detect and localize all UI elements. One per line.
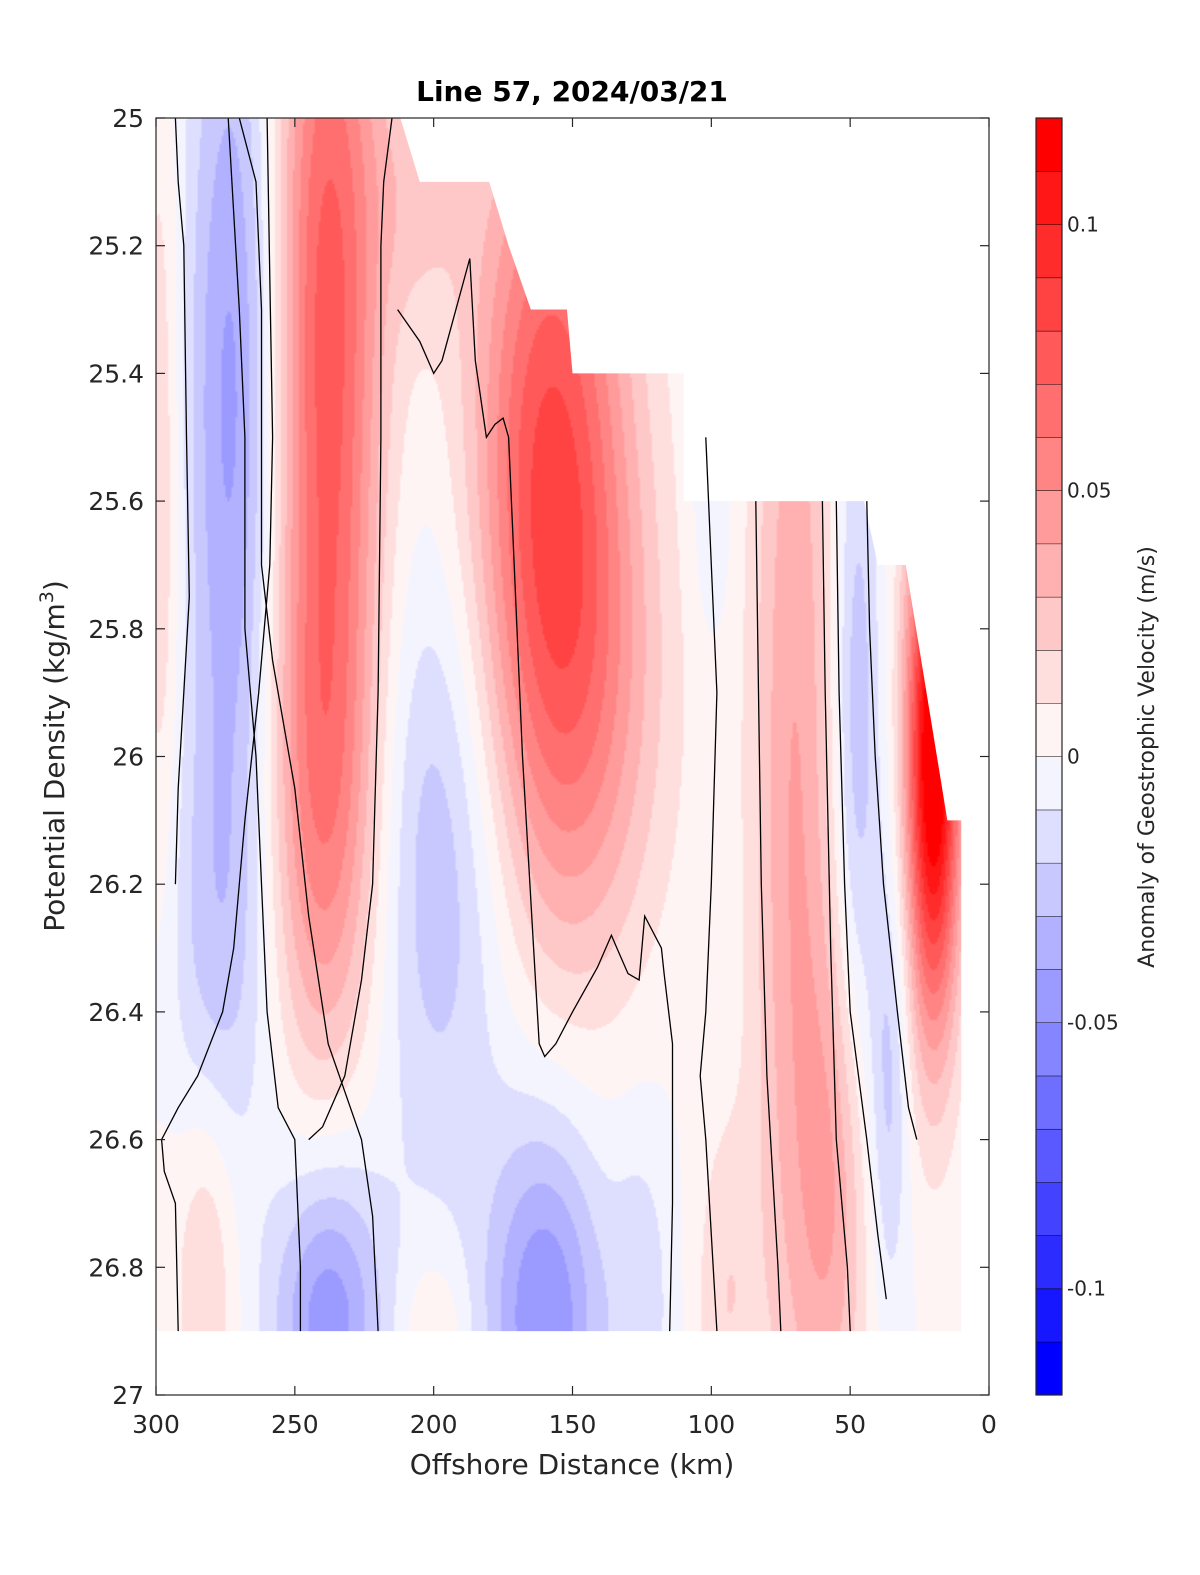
- colorbar-bin: [1036, 1075, 1062, 1129]
- contour-lines: [160, 118, 918, 1332]
- y-tick-label: 26.4: [88, 998, 144, 1027]
- y-tick-label: 26.6: [88, 1126, 144, 1155]
- colorbar-tick-label: 0.1: [1067, 212, 1099, 236]
- colorbar-bin: [1036, 1128, 1062, 1183]
- y-tick-label: 25.8: [88, 615, 144, 644]
- colorbar-bin: [1036, 171, 1062, 225]
- zero-contour-2: [397, 258, 674, 1332]
- colorbar-bin: [1036, 1341, 1062, 1395]
- y-tick-label: 26.2: [88, 870, 144, 899]
- colorbar-tick-label: -0.1: [1067, 1277, 1106, 1301]
- colorbar-bin: [1036, 1182, 1062, 1236]
- contour-line-5: [866, 501, 918, 1140]
- zero-contour-0: [174, 118, 190, 885]
- zero-contour-3: [227, 118, 302, 1332]
- y-axis-label-superscript: 3: [36, 591, 58, 603]
- y-tick-label: 26: [112, 743, 144, 772]
- x-tick-label: 0: [981, 1410, 997, 1439]
- colorbar-bin: [1036, 1022, 1062, 1076]
- colorbar-bin: [1036, 384, 1062, 438]
- x-tick-label: 50: [834, 1410, 866, 1439]
- colorbar-bin: [1036, 224, 1062, 278]
- colorbar-bin: [1036, 703, 1062, 757]
- x-axis: 300 250 200 150 100 50 0: [132, 118, 997, 1439]
- zero-contour-4: [238, 118, 379, 1332]
- colorbar-bin: [1036, 118, 1062, 172]
- colorbar-bin: [1036, 1235, 1062, 1289]
- colorbar-bins: [1036, 117, 1062, 1395]
- x-tick-label: 150: [549, 1410, 597, 1439]
- contour-line-2: [755, 501, 782, 1332]
- zero-contour-1: [160, 118, 274, 1332]
- colorbar-bin: [1036, 862, 1062, 917]
- y-axis-label-main: Potential Density (kg/m: [38, 603, 71, 932]
- colorbar-bin: [1036, 490, 1062, 544]
- contour-line-3: [821, 501, 851, 1332]
- x-axis-label: Offshore Distance (km): [410, 1448, 735, 1481]
- colorbar-bin: [1036, 437, 1062, 491]
- colorbar-tick-label: -0.05: [1067, 1011, 1119, 1035]
- y-axis: 25 25.2 25.4 25.6 25.8 26 26.2 26.4 26.6 26.8 27: [88, 104, 989, 1410]
- y-tick-label: 25.4: [88, 359, 144, 388]
- y-axis-label: Potential Density (kg/m3): [36, 580, 71, 932]
- x-tick-label: 100: [687, 1410, 735, 1439]
- colorbar-tick-label: 0: [1067, 745, 1080, 769]
- colorbar-bin: [1036, 809, 1062, 863]
- plot-area: [156, 118, 989, 1395]
- colorbar-bin: [1036, 596, 1062, 651]
- colorbar-ticks: 0.1 0.05 0 -0.05 -0.1: [1067, 212, 1119, 1300]
- colorbar-bin: [1036, 277, 1062, 331]
- chart-title: Line 57, 2024/03/21: [416, 75, 728, 108]
- y-tick-label: 25.2: [88, 232, 144, 261]
- x-tick-label: 300: [132, 1410, 180, 1439]
- colorbar-bin: [1036, 650, 1062, 704]
- colorbar-bin: [1036, 330, 1062, 385]
- contour-line-1: [699, 437, 718, 1332]
- colorbar-bin: [1036, 1288, 1062, 1342]
- contour-line-4: [835, 501, 887, 1300]
- y-tick-label: 26.8: [88, 1253, 144, 1282]
- colorbar-bin: [1036, 756, 1062, 810]
- colorbar: 0.1 0.05 0 -0.05 -0.1 Anomaly of Geostrophic…: [1035, 117, 1160, 1396]
- colorbar-frame: [1035, 117, 1063, 1396]
- colorbar-tick-label: 0.05: [1067, 478, 1112, 502]
- x-tick-label: 200: [410, 1410, 458, 1439]
- x-tick-label: 250: [271, 1410, 319, 1439]
- colorbar-bin: [1036, 969, 1062, 1023]
- contour-line-0: [308, 118, 393, 1141]
- colorbar-bin: [1036, 916, 1062, 970]
- colorbar-bin: [1036, 543, 1062, 597]
- y-tick-label: 27: [112, 1381, 144, 1410]
- y-tick-label: 25: [112, 104, 144, 133]
- colorbar-label: Anomaly of Geostrophic Velocity (m/s): [1135, 546, 1160, 968]
- y-tick-label: 25.6: [88, 487, 144, 516]
- y-axis-label-close: ): [38, 580, 71, 591]
